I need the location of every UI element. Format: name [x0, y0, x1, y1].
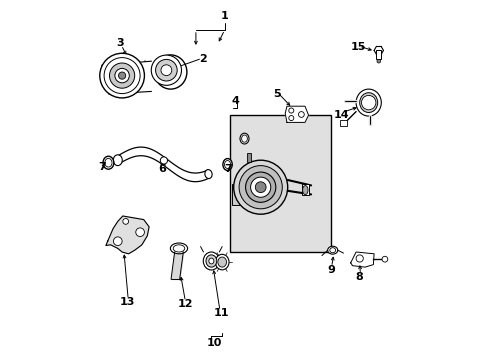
Ellipse shape: [203, 252, 219, 270]
Bar: [231, 184, 246, 205]
Polygon shape: [285, 106, 308, 122]
Circle shape: [245, 172, 275, 202]
Circle shape: [160, 157, 167, 164]
Ellipse shape: [359, 93, 377, 113]
Circle shape: [104, 58, 140, 94]
Text: 4: 4: [231, 96, 239, 106]
Circle shape: [239, 166, 282, 209]
Text: 10: 10: [206, 338, 221, 348]
Text: 3: 3: [116, 38, 124, 48]
Text: 7: 7: [224, 164, 232, 174]
Circle shape: [255, 182, 265, 193]
Ellipse shape: [205, 255, 216, 267]
Text: 5: 5: [272, 89, 280, 99]
Bar: [375, 50, 381, 59]
Ellipse shape: [204, 170, 212, 179]
Circle shape: [113, 237, 122, 246]
Circle shape: [115, 68, 129, 83]
Text: 11: 11: [213, 308, 228, 318]
Text: 13: 13: [120, 297, 135, 307]
Circle shape: [109, 63, 134, 88]
Ellipse shape: [218, 257, 226, 267]
Circle shape: [361, 95, 375, 110]
Text: 1: 1: [221, 11, 228, 21]
Ellipse shape: [208, 258, 213, 264]
Ellipse shape: [113, 155, 122, 166]
Bar: [247, 153, 250, 162]
Text: 9: 9: [326, 265, 334, 275]
Bar: [302, 184, 308, 195]
Ellipse shape: [215, 254, 228, 270]
Bar: [339, 120, 346, 126]
Circle shape: [151, 55, 181, 85]
Text: 8: 8: [355, 272, 363, 282]
Ellipse shape: [103, 156, 114, 169]
Circle shape: [100, 53, 144, 98]
Ellipse shape: [241, 135, 247, 142]
Circle shape: [161, 65, 171, 76]
Circle shape: [155, 59, 177, 81]
Text: 2: 2: [199, 54, 206, 64]
Polygon shape: [106, 216, 149, 254]
Circle shape: [136, 228, 144, 237]
Ellipse shape: [104, 158, 112, 167]
Text: 6: 6: [158, 164, 165, 174]
Ellipse shape: [224, 161, 230, 168]
Circle shape: [298, 112, 304, 117]
Circle shape: [250, 177, 270, 197]
Ellipse shape: [302, 186, 307, 195]
Circle shape: [376, 59, 380, 63]
Text: 12: 12: [177, 299, 192, 309]
Circle shape: [288, 108, 293, 113]
Circle shape: [288, 116, 293, 121]
Bar: [230, 115, 330, 252]
Text: 15: 15: [349, 42, 365, 52]
Ellipse shape: [223, 158, 232, 171]
Ellipse shape: [327, 246, 337, 254]
Ellipse shape: [170, 243, 187, 254]
Circle shape: [381, 256, 387, 262]
Circle shape: [118, 72, 125, 79]
Text: 7: 7: [98, 162, 106, 172]
Circle shape: [233, 160, 287, 214]
Ellipse shape: [240, 133, 248, 144]
Ellipse shape: [154, 55, 186, 89]
Polygon shape: [350, 252, 373, 267]
Circle shape: [355, 255, 363, 262]
Text: 14: 14: [333, 110, 349, 120]
Circle shape: [122, 219, 128, 224]
Ellipse shape: [355, 89, 381, 116]
Ellipse shape: [173, 245, 184, 252]
Ellipse shape: [329, 248, 335, 253]
